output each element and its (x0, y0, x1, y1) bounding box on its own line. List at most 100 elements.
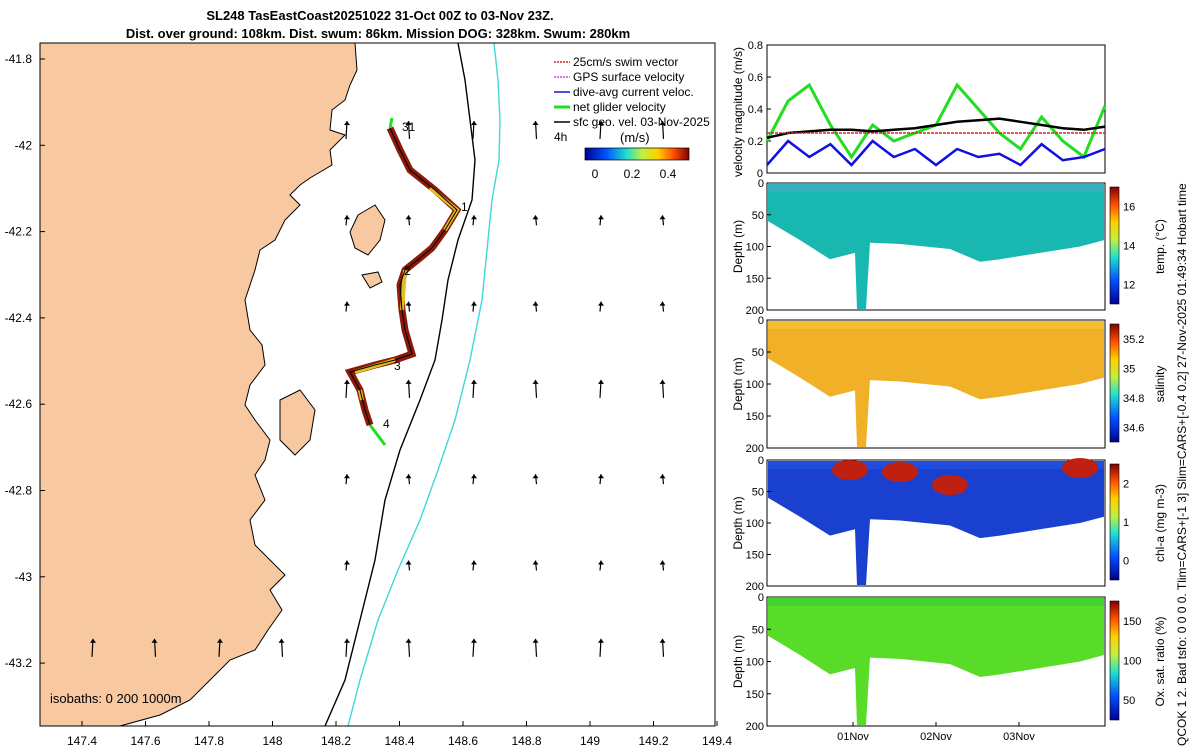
day-label-4: 4 (383, 417, 390, 431)
depth-tick-label: 0 (758, 455, 764, 467)
legend-gps: GPS surface velocity (573, 70, 684, 84)
colorbar-tick-label: 34.8 (1123, 393, 1144, 405)
current-arrowhead (344, 474, 350, 479)
chl-patch (1062, 458, 1098, 478)
colorbar-label: temp. (°C) (1153, 219, 1167, 274)
current-arrowhead (532, 121, 539, 125)
depth-tick-label: 100 (746, 379, 764, 391)
time-tick-label: 02Nov (920, 731, 952, 743)
current-arrowhead (659, 474, 666, 479)
current-arrow (727, 639, 728, 657)
current-arrowhead (471, 560, 477, 565)
map-xtick-label: 149.4 (702, 734, 732, 748)
surface-layer (768, 461, 1104, 469)
colorbar-tick-label: 0 (1123, 556, 1129, 568)
colorbar-tick-label: 50 (1123, 695, 1135, 707)
current-arrowhead (598, 474, 604, 479)
map-xtick-label: 148.2 (321, 734, 351, 748)
depth-ylabel: Depth (m) (731, 220, 745, 273)
cbar-tick-02: 0.2 (624, 167, 641, 181)
current-arrowhead (598, 215, 604, 220)
colorbar-label: Ox. sat. ratio (%) (1153, 616, 1167, 706)
section-fill (768, 461, 1104, 585)
colorbar-tick-label: 1 (1123, 517, 1129, 529)
current-arrow (727, 302, 728, 312)
section-panel-temperature: 0 50 100 150 200 Depth (m) 12 14 16 temp. (°C) (731, 178, 1167, 317)
colorbar-tick-label: 2 (1123, 478, 1129, 490)
isobath-200m (324, 43, 476, 726)
vel-ytick-label: 0.4 (748, 104, 763, 116)
current-arrowhead (598, 301, 604, 306)
side-note: QCOK 1 2. Bad tsfo: 0 0 0 0. Tlim=CARS+[… (1175, 183, 1189, 746)
title-line-2: Dist. over ground: 108km. Dist. swum: 86… (126, 26, 630, 41)
depth-ylabel: Depth (m) (731, 357, 745, 410)
speed-colorbar (584, 147, 690, 161)
colorbar-tick-label: 14 (1123, 241, 1135, 253)
tasman-peninsula (279, 389, 316, 456)
map-xtick-label: 147.6 (130, 734, 160, 748)
section-colorbar (1109, 323, 1120, 443)
isobaths-label: isobaths: 0 200 1000m (50, 691, 182, 706)
section-panel-oxygen: 0 50 100 150 200 Depth (m) 50 100 150 Ox. sat. ra… (731, 592, 1167, 743)
chl-patch (882, 462, 918, 482)
current-arrowhead (405, 638, 412, 643)
depth-tick-label: 100 (746, 242, 764, 254)
map-ytick-label: -43 (15, 570, 33, 584)
legend-net: net glider velocity (573, 100, 666, 114)
depth-tick-label: 50 (752, 487, 764, 499)
current-arrow (727, 121, 728, 139)
map-xtick-label: 148 (262, 734, 282, 748)
current-arrowhead (217, 638, 223, 643)
velocity-panel: 0 0.2 0.4 0.6 0.8 velocity magnitude (m/s) (731, 40, 1107, 180)
section-panel-salinity: 0 50 100 150 200 Depth (m) 34.6 34.8 35 35.2 salin… (731, 315, 1167, 455)
current-arrowhead (471, 474, 477, 479)
current-arrowhead (405, 215, 412, 220)
map-ytick-label: -41.8 (5, 52, 33, 66)
current-arrowhead (725, 215, 731, 219)
current-arrowhead (659, 560, 666, 565)
map-xtick-label: 148.6 (448, 734, 478, 748)
map-ytick-label: -42.8 (5, 484, 33, 498)
current-arrowhead (598, 379, 604, 384)
current-arrow (727, 380, 728, 398)
depth-tick-label: 0 (758, 592, 764, 604)
legend-dive: dive-avg current veloc. (573, 85, 694, 99)
map-frame (39, 42, 716, 727)
map-legend: 25cm/s swim vector GPS surface velocity … (554, 55, 710, 181)
current-arrowhead (90, 638, 96, 643)
map-xtick-label: 147.8 (194, 734, 224, 748)
current-arrowhead (344, 301, 350, 306)
current-arrow (600, 733, 601, 743)
depth-tick-label: 150 (746, 273, 764, 285)
day-label-31: 31 (402, 120, 416, 134)
current-arrowhead (725, 302, 731, 306)
current-arrowhead (344, 560, 350, 565)
section-fill (768, 184, 1104, 309)
current-arrowhead (471, 638, 477, 643)
current-arrowhead (659, 379, 666, 384)
current-arrowhead (405, 379, 412, 384)
chl-patch (932, 475, 968, 495)
map-xtick-label: 148.4 (384, 734, 414, 748)
colorbar-tick-label: 12 (1123, 280, 1135, 292)
depth-tick-label: 100 (746, 657, 764, 669)
current-arrowhead (278, 638, 285, 643)
depth-tick-label: 50 (752, 210, 764, 222)
depth-tick-label: 200 (746, 581, 764, 593)
current-arrowhead (471, 121, 477, 125)
current-arrow (727, 474, 728, 484)
schouten-island (361, 271, 383, 289)
depth-tick-label: 100 (746, 518, 764, 530)
current-arrowhead (659, 215, 666, 220)
current-arrowhead (471, 215, 477, 220)
vel-ytick-label: 0.8 (748, 40, 763, 52)
colorbar-tick-label: 34.6 (1123, 422, 1144, 434)
depth-ylabel: Depth (m) (731, 496, 745, 549)
time-tick-label: 01Nov (837, 731, 869, 743)
vel-series-sfc-geo-vel- (766, 117, 1106, 140)
velocity-ylabel: velocity magnitude (m/s) (731, 47, 745, 177)
section-colorbar (1109, 463, 1120, 581)
day-label-3: 3 (394, 359, 401, 373)
map-ytick-label: -42.6 (5, 397, 33, 411)
vel-ytick-label: 0.6 (748, 72, 763, 84)
